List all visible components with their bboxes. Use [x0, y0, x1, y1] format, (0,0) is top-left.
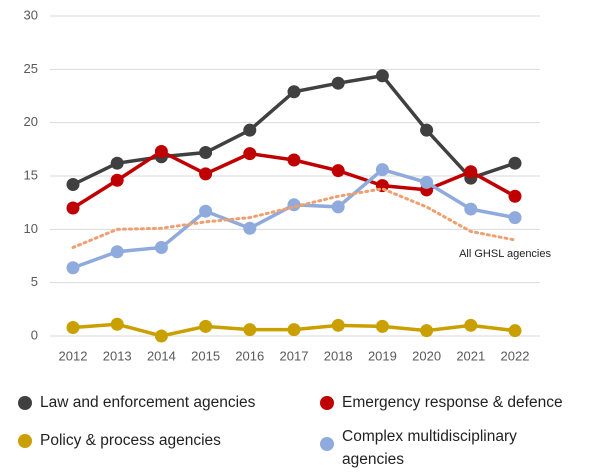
data-point: [243, 221, 257, 235]
data-point: [243, 323, 257, 337]
x-tick-label: 2012: [59, 348, 88, 363]
x-tick-label: 2018: [324, 348, 353, 363]
data-point: [66, 261, 80, 275]
data-point: [464, 202, 478, 216]
x-tick-label: 2021: [456, 348, 485, 363]
y-tick-label: 10: [24, 221, 38, 236]
y-tick-label: 20: [24, 114, 38, 129]
data-point: [199, 204, 213, 218]
data-point: [331, 200, 345, 214]
x-tick-label: 2013: [103, 348, 132, 363]
legend-label: Emergency response & defence: [342, 394, 563, 411]
data-point: [66, 201, 80, 215]
data-point: [331, 164, 345, 178]
legend-swatch: [320, 437, 334, 451]
x-tick-label: 2022: [501, 348, 530, 363]
data-point: [508, 156, 522, 170]
data-point: [464, 318, 478, 332]
data-point: [464, 165, 478, 179]
x-tick-label: 2014: [147, 348, 176, 363]
y-tick-label: 30: [24, 7, 38, 22]
x-tick-label: 2019: [368, 348, 397, 363]
data-point: [508, 324, 522, 338]
data-point: [243, 123, 257, 137]
data-point: [375, 163, 389, 177]
legend-item: Emergency response & defence: [320, 391, 603, 414]
series-line: [71, 187, 517, 249]
data-point: [420, 175, 434, 189]
data-point: [199, 146, 213, 160]
data-point: [66, 178, 80, 192]
data-point: [110, 156, 124, 170]
data-point: [420, 123, 434, 137]
legend: Law and enforcement agencies Emergency re…: [0, 385, 603, 472]
legend-item: Complex multidisciplinary agencies: [320, 425, 603, 471]
y-tick-label: 15: [24, 167, 38, 182]
plot: 0 5 10 15 20 25 30 2012 2013 2014 2015 2016 2017 2018…: [24, 7, 552, 363]
data-point: [287, 323, 301, 337]
x-tick-label: 2016: [235, 348, 264, 363]
x-tick-label: 2020: [412, 348, 441, 363]
data-point: [154, 240, 168, 254]
legend-item: Policy & process agencies: [18, 429, 221, 452]
data-point: [110, 245, 124, 259]
data-point: [154, 329, 168, 343]
legend-label: Policy & process agencies: [40, 432, 221, 449]
data-point: [508, 189, 522, 203]
data-point: [331, 318, 345, 332]
data-point: [110, 317, 124, 331]
data-point: [331, 76, 345, 90]
data-point: [243, 147, 257, 161]
data-point: [508, 211, 522, 225]
data-point: [375, 69, 389, 83]
legend-swatch: [18, 396, 32, 410]
legend-label: Law and enforcement agencies: [40, 394, 256, 411]
data-point: [287, 85, 301, 99]
legend-swatch: [320, 396, 334, 410]
y-tick-label: 5: [31, 274, 38, 289]
data-point: [110, 173, 124, 187]
data-point: [199, 167, 213, 181]
x-tick-label: 2015: [191, 348, 220, 363]
y-tick-label: 25: [24, 61, 38, 76]
data-point: [66, 320, 80, 334]
y-tick-label: 0: [31, 327, 38, 342]
series-annotation: All GHSL agencies: [459, 248, 551, 260]
data-point: [287, 153, 301, 167]
x-tick-label: 2017: [280, 348, 309, 363]
legend-swatch: [18, 434, 32, 448]
legend-item: Law and enforcement agencies: [18, 391, 255, 414]
data-point: [420, 324, 434, 338]
legend-label: Complex multidisciplinary agencies: [342, 428, 517, 468]
data-point: [375, 319, 389, 333]
data-point: [154, 144, 168, 158]
data-point: [199, 319, 213, 333]
